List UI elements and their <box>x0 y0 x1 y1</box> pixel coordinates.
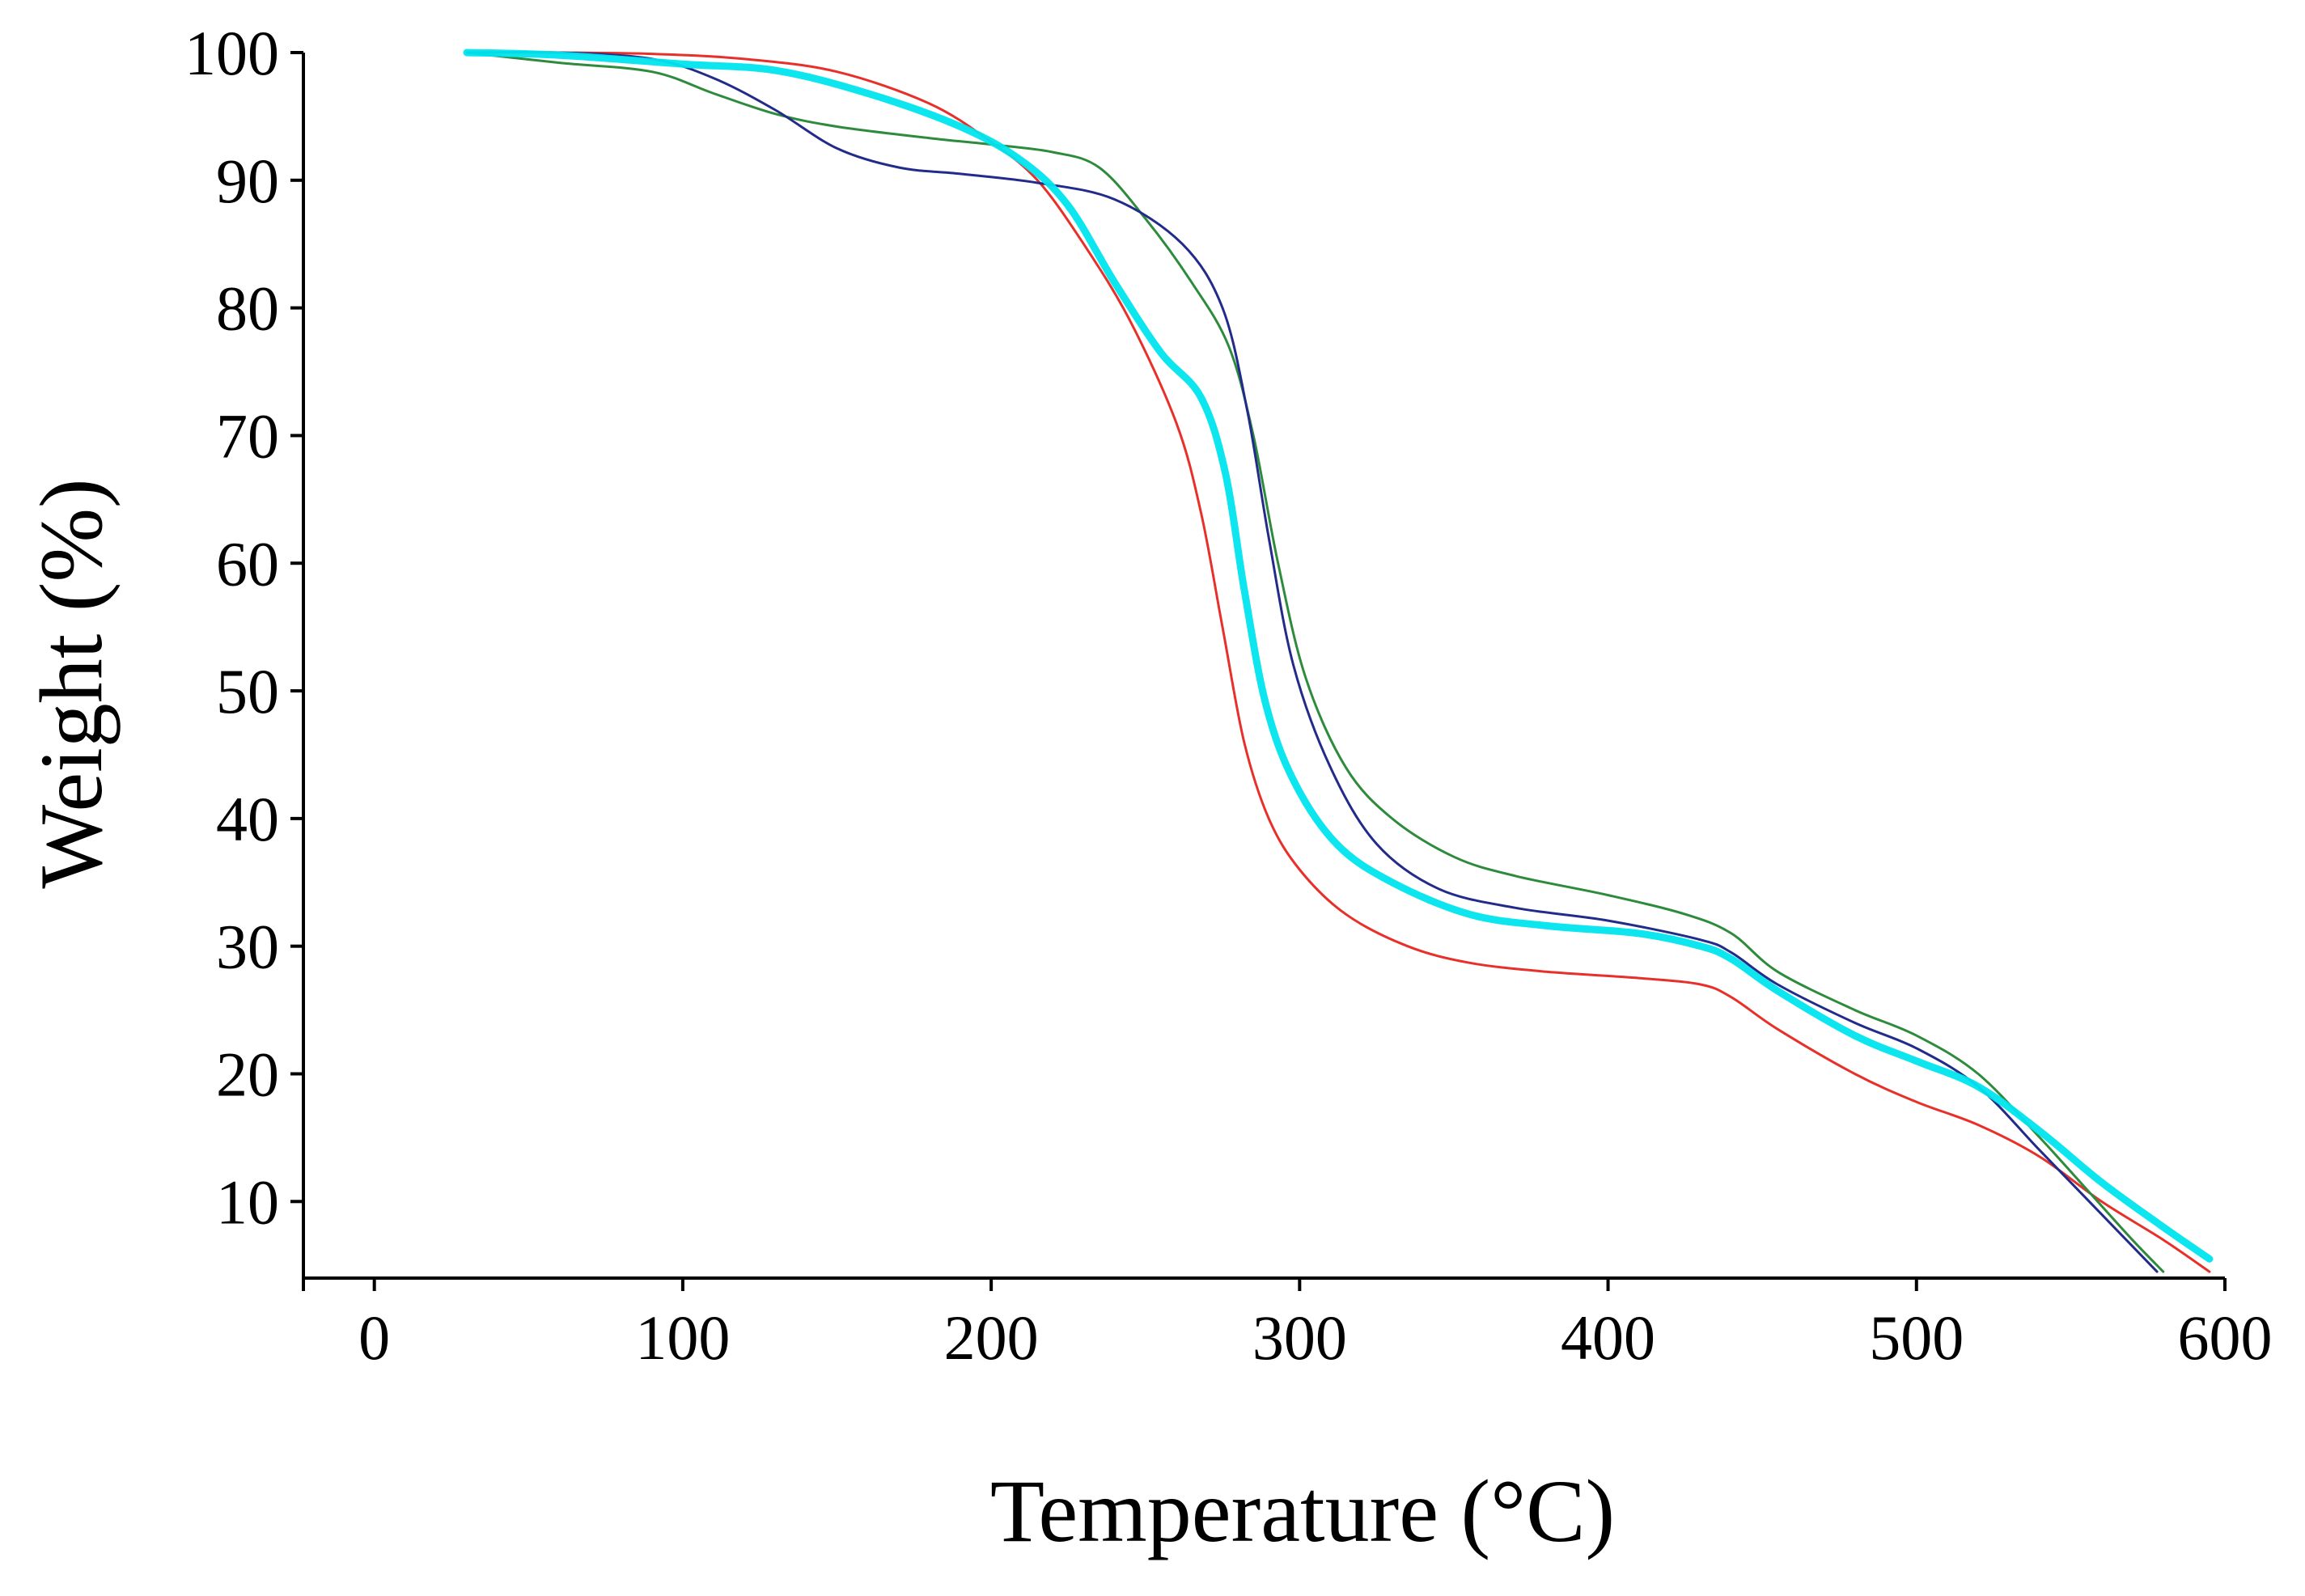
x-tick-label: 0 <box>358 1302 390 1373</box>
y-tick-label: 90 <box>216 146 279 216</box>
x-tick-label: 500 <box>1869 1302 1964 1373</box>
x-tick-label: 400 <box>1561 1302 1655 1373</box>
y-tick-label: 80 <box>216 273 279 344</box>
series-line-red <box>465 51 2211 1273</box>
x-tick-label: 100 <box>635 1302 730 1373</box>
y-tick-label: 70 <box>216 400 279 471</box>
y-tick-label: 20 <box>216 1039 279 1110</box>
x-axis-title: Temperature (°C) <box>990 1462 1615 1560</box>
series-line-green <box>465 51 2165 1273</box>
y-tick-label: 50 <box>216 656 279 726</box>
series-line-navy <box>465 50 2159 1273</box>
series-layer <box>463 49 2214 1273</box>
ticks-layer: 0 100 200 300 400 500 600 10 20 30 40 50 60 70 80 90 100 <box>184 18 2273 1373</box>
axes-layer <box>302 53 2225 1280</box>
y-tick-label: 100 <box>184 18 279 88</box>
y-tick-label: 30 <box>216 912 279 982</box>
series-line-cyan <box>463 49 2214 1263</box>
y-tick-label: 40 <box>216 784 279 854</box>
y-tick-label: 10 <box>216 1166 279 1237</box>
y-tick-label: 60 <box>216 528 279 599</box>
x-tick-label: 300 <box>1252 1302 1347 1373</box>
y-axis-title: Weight (%) <box>22 478 121 888</box>
x-tick-label: 200 <box>944 1302 1039 1373</box>
x-tick-label: 600 <box>2178 1302 2273 1373</box>
